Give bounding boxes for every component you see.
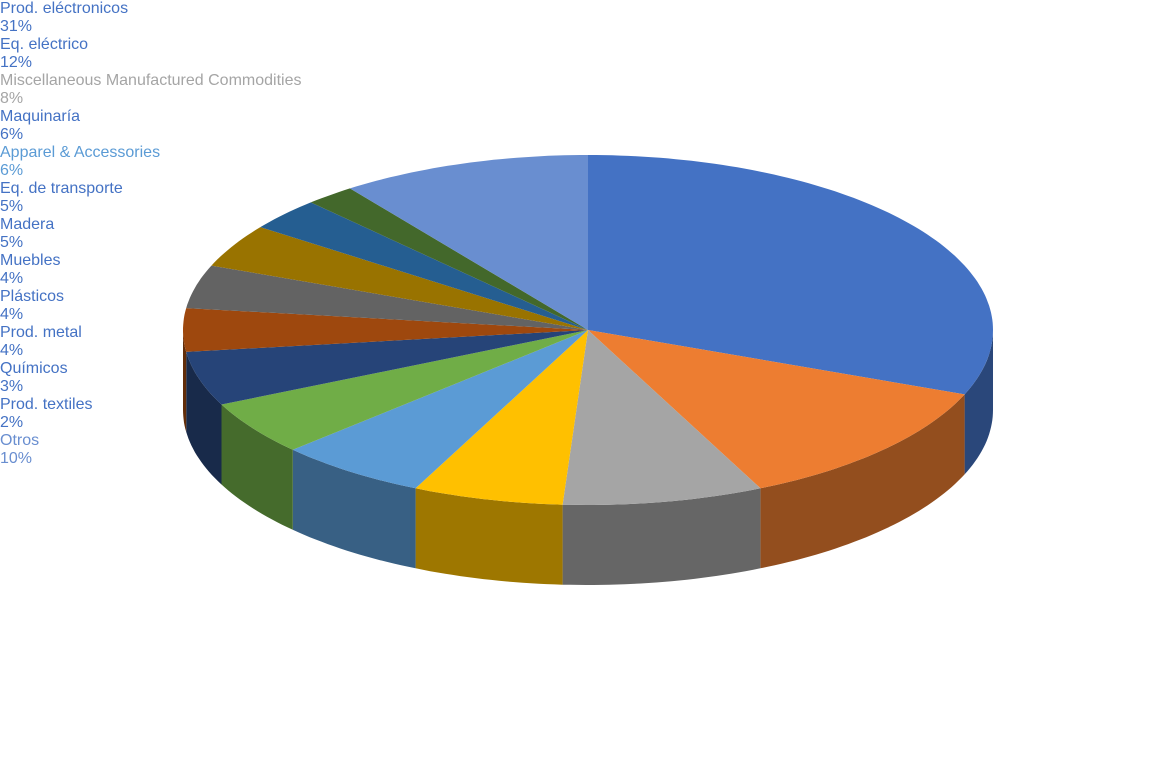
label-category: Madera (0, 216, 55, 233)
slice (186, 265, 588, 330)
data-label: Otros 10% (0, 432, 1151, 468)
label-category: Miscellaneous Manufactured Commodities (0, 72, 302, 89)
data-label: Prod. metal 4% (0, 324, 1151, 360)
slice (186, 330, 588, 405)
label-category: Prod. metal (0, 324, 82, 341)
label-value: 31% (0, 18, 33, 35)
slice-side (415, 488, 563, 585)
label-category: Maquinaría (0, 108, 81, 125)
label-category: Otros (0, 432, 40, 449)
label-value: 2% (0, 414, 24, 431)
label-value: 4% (0, 306, 24, 323)
slice-side (292, 449, 416, 569)
data-label: Eq. eléctrico 12% (0, 36, 1151, 72)
slice-side (186, 351, 222, 485)
slice (349, 155, 588, 330)
data-label: Apparel & Accessories 6% (0, 144, 1151, 180)
label-value: 6% (0, 126, 24, 143)
label-value: 4% (0, 342, 24, 359)
label-value: 4% (0, 270, 24, 287)
slice (183, 308, 588, 352)
label-category: Prod. eléctronicos (0, 0, 129, 17)
data-label: Plásticos 4% (0, 288, 1151, 324)
label-category: Químicos (0, 360, 68, 377)
slice-side (964, 330, 993, 475)
label-value: 12% (0, 54, 33, 71)
data-label: Maquinaría 6% (0, 108, 1151, 144)
slice-side (562, 488, 761, 585)
slice (221, 330, 588, 450)
data-label: Eq. de transporte 5% (0, 180, 1151, 216)
label-category: Prod. textiles (0, 396, 93, 413)
label-category: Eq. eléctrico (0, 36, 89, 53)
slice (562, 330, 761, 505)
slice (588, 155, 993, 395)
data-label: Prod. eléctronicos 31% (0, 0, 1151, 36)
label-category: Plásticos (0, 288, 65, 305)
label-value: 5% (0, 198, 24, 215)
label-value: 5% (0, 234, 24, 251)
slice-side (183, 330, 187, 432)
slice (415, 330, 588, 505)
slice-side (221, 404, 293, 530)
slice (211, 227, 588, 330)
label-value: 6% (0, 162, 24, 179)
slice (260, 202, 588, 330)
slice (588, 330, 965, 489)
label-value: 8% (0, 90, 24, 107)
data-label: Prod. textiles 2% (0, 396, 1151, 432)
slice (310, 188, 588, 330)
slice (292, 330, 588, 489)
label-value: 3% (0, 378, 24, 395)
data-label: Muebles 4% (0, 252, 1151, 288)
label-category: Muebles (0, 252, 61, 269)
label-category: Eq. de transporte (0, 180, 123, 197)
slice-side (760, 394, 965, 569)
data-label: Madera 5% (0, 216, 1151, 252)
data-label: Miscellaneous Manufactured Commodities 8% (0, 72, 1151, 108)
label-category: Apparel & Accessories (0, 144, 161, 161)
label-value: 10% (0, 450, 33, 467)
data-label: Químicos 3% (0, 360, 1151, 396)
